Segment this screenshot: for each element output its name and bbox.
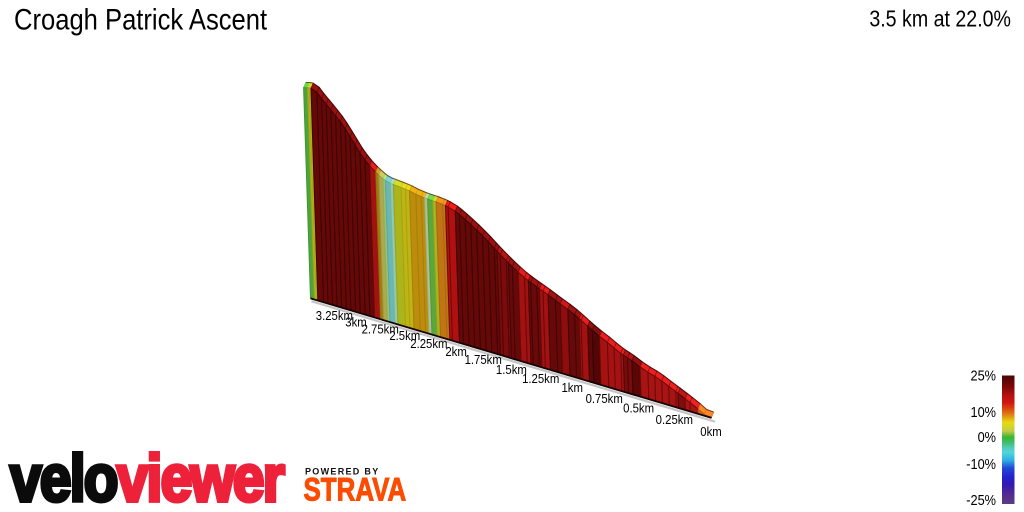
- svg-text:2km: 2km: [445, 345, 467, 360]
- svg-text:3km: 3km: [345, 315, 367, 330]
- svg-text:0.5km: 0.5km: [623, 401, 654, 416]
- svg-text:1km: 1km: [561, 381, 583, 396]
- svg-text:veloviewer: veloviewer: [10, 442, 285, 512]
- svg-text:1.5km: 1.5km: [496, 363, 527, 378]
- svg-text:2.75km: 2.75km: [362, 322, 399, 337]
- svg-text:0%: 0%: [978, 428, 996, 445]
- svg-text:1.25km: 1.25km: [522, 371, 559, 386]
- svg-text:STRAVA: STRAVA: [304, 473, 407, 508]
- svg-text:1.75km: 1.75km: [465, 353, 502, 368]
- svg-text:0km: 0km: [700, 424, 722, 439]
- svg-text:-10%: -10%: [966, 455, 996, 472]
- svg-text:3.25km: 3.25km: [316, 309, 353, 324]
- svg-text:POWERED BY: POWERED BY: [305, 467, 380, 477]
- svg-text:Croagh Patrick Ascent: Croagh Patrick Ascent: [14, 3, 267, 36]
- svg-text:25%: 25%: [970, 366, 996, 383]
- svg-text:0.75km: 0.75km: [586, 392, 623, 407]
- svg-text:3.5 km at 22.0%: 3.5 km at 22.0%: [869, 6, 1011, 32]
- svg-text:2.5km: 2.5km: [389, 329, 420, 344]
- svg-text:-25%: -25%: [966, 491, 996, 508]
- svg-text:10%: 10%: [970, 403, 996, 420]
- svg-text:0.25km: 0.25km: [656, 412, 693, 427]
- svg-text:2.25km: 2.25km: [410, 337, 447, 352]
